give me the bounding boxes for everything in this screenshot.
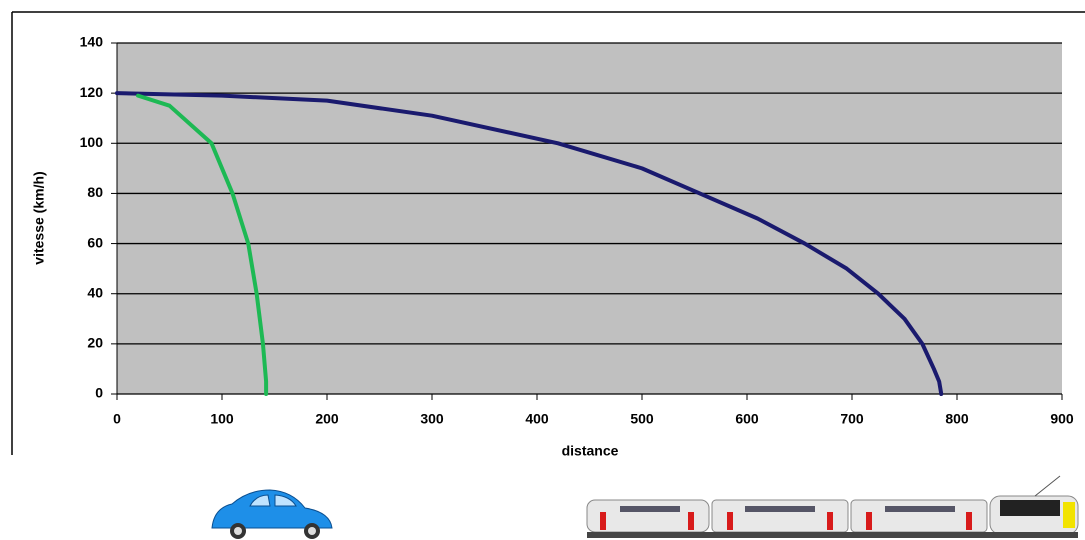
y-tick-label: 100 [80, 134, 104, 150]
x-tick-label: 0 [113, 411, 121, 427]
x-tick-label: 100 [210, 411, 234, 427]
y-tick-label: 60 [87, 234, 103, 250]
y-axis-label: vitesse (km/h) [31, 171, 47, 264]
x-axis-label: distance [562, 443, 619, 459]
x-tick-label: 900 [1050, 411, 1074, 427]
y-tick-label: 0 [95, 385, 103, 401]
chart: distance vitesse (km/h) 0 20 40 60 80 100 120 1… [0, 0, 1085, 540]
y-tick-label: 80 [87, 184, 103, 200]
page: {"chart_data": {"type": "line", "x_label… [0, 0, 1085, 540]
car-icon [212, 490, 332, 539]
x-tick-label: 500 [630, 411, 654, 427]
y-tick-label: 20 [87, 335, 103, 351]
train-icon [587, 476, 1078, 538]
x-tick-label: 800 [945, 411, 969, 427]
x-tick-label: 400 [525, 411, 549, 427]
x-tick-label: 700 [840, 411, 864, 427]
x-tick-label: 300 [420, 411, 444, 427]
y-tick-label: 120 [80, 84, 104, 100]
y-tick-label: 140 [80, 34, 104, 50]
y-tick-label: 40 [87, 284, 103, 300]
x-tick-label: 200 [315, 411, 339, 427]
x-tick-label: 600 [735, 411, 759, 427]
